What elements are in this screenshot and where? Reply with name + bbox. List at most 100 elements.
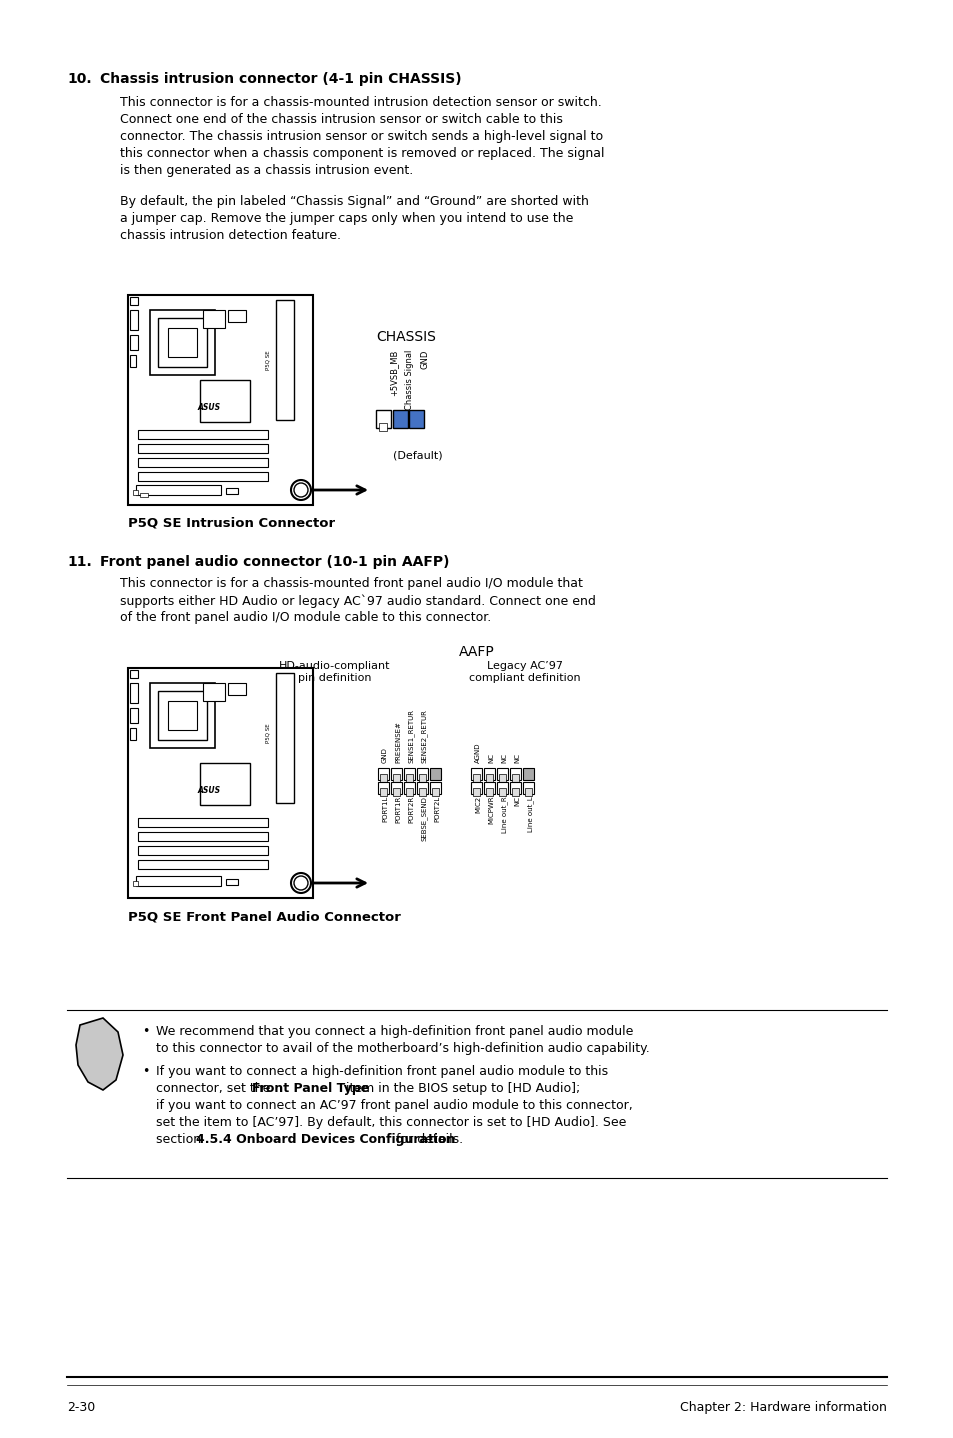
- Text: connector. The chassis intrusion sensor or switch sends a high-level signal to: connector. The chassis intrusion sensor …: [120, 129, 602, 142]
- Text: HD-audio-compliant
pin definition: HD-audio-compliant pin definition: [279, 661, 391, 683]
- Text: Chassis Signal: Chassis Signal: [405, 349, 414, 410]
- Text: supports either HD Audio or legacy AC`97 audio standard. Connect one end: supports either HD Audio or legacy AC`97…: [120, 594, 596, 607]
- Bar: [379, 774, 387, 782]
- Text: Line out_L: Line out_L: [526, 797, 533, 831]
- Bar: [510, 782, 520, 794]
- Text: +5VSB_MB: +5VSB_MB: [389, 349, 397, 397]
- Bar: [168, 328, 196, 357]
- Text: P5Q SE Front Panel Audio Connector: P5Q SE Front Panel Audio Connector: [128, 910, 400, 923]
- Bar: [138, 846, 268, 856]
- Bar: [393, 788, 399, 797]
- Circle shape: [291, 873, 311, 893]
- Text: Front panel audio connector (10-1 pin AAFP): Front panel audio connector (10-1 pin AA…: [100, 555, 449, 569]
- Text: PORT2R: PORT2R: [408, 797, 414, 823]
- Bar: [473, 774, 479, 782]
- Text: this connector when a chassis component is removed or replaced. The signal: this connector when a chassis component …: [120, 147, 604, 160]
- Bar: [158, 692, 207, 741]
- Text: NC: NC: [514, 797, 519, 807]
- Text: PORT1L: PORT1L: [381, 797, 388, 823]
- Text: section: section: [156, 1133, 205, 1146]
- Text: Legacy AC’97
compliant definition: Legacy AC’97 compliant definition: [469, 661, 580, 683]
- Bar: [132, 490, 138, 495]
- Bar: [150, 311, 214, 375]
- Bar: [203, 311, 225, 328]
- Text: We recommend that you connect a high-definition front panel audio module: We recommend that you connect a high-def…: [156, 1025, 633, 1038]
- Bar: [130, 311, 138, 329]
- Text: 4.5.4 Onboard Devices Configuration: 4.5.4 Onboard Devices Configuration: [196, 1133, 456, 1146]
- Text: PRESENSE#: PRESENSE#: [395, 720, 400, 764]
- Bar: [200, 764, 250, 805]
- Bar: [498, 788, 505, 797]
- Text: This connector is for a chassis-mounted front panel audio I/O module that: This connector is for a chassis-mounted …: [120, 577, 582, 590]
- Bar: [522, 782, 534, 794]
- Bar: [483, 768, 495, 779]
- Bar: [485, 788, 493, 797]
- Bar: [377, 768, 389, 779]
- Bar: [498, 774, 505, 782]
- Bar: [430, 768, 440, 779]
- Bar: [226, 487, 237, 495]
- Bar: [497, 782, 507, 794]
- Circle shape: [294, 876, 308, 890]
- Text: Chassis intrusion connector (4-1 pin CHASSIS): Chassis intrusion connector (4-1 pin CHA…: [100, 72, 461, 86]
- Text: NC: NC: [514, 754, 519, 764]
- Text: to this connector to avail of the motherboard’s high-definition audio capability: to this connector to avail of the mother…: [156, 1043, 649, 1055]
- Text: a jumper cap. Remove the jumper caps only when you intend to use the: a jumper cap. Remove the jumper caps onl…: [120, 211, 573, 224]
- Bar: [378, 423, 387, 431]
- Bar: [471, 768, 481, 779]
- Bar: [485, 774, 493, 782]
- Circle shape: [291, 480, 311, 500]
- Bar: [406, 788, 413, 797]
- Bar: [375, 410, 391, 429]
- Bar: [138, 457, 268, 467]
- Text: of the front panel audio I/O module cable to this connector.: of the front panel audio I/O module cabl…: [120, 611, 491, 624]
- Bar: [140, 493, 148, 498]
- Text: CHASSIS: CHASSIS: [375, 329, 436, 344]
- Bar: [228, 683, 246, 695]
- Text: AGND: AGND: [475, 742, 480, 764]
- Text: set the item to [AC’97]. By default, this connector is set to [HD Audio]. See: set the item to [AC’97]. By default, thi…: [156, 1116, 626, 1129]
- Bar: [128, 295, 313, 505]
- Bar: [138, 444, 268, 453]
- Text: P5Q SE Intrusion Connector: P5Q SE Intrusion Connector: [128, 518, 335, 531]
- Bar: [138, 860, 268, 869]
- Text: ASUS: ASUS: [198, 787, 221, 795]
- Text: GND: GND: [381, 748, 388, 764]
- Bar: [512, 788, 518, 797]
- Bar: [379, 788, 387, 797]
- Bar: [132, 881, 138, 886]
- Text: By default, the pin labeled “Chassis Signal” and “Ground” are shorted with: By default, the pin labeled “Chassis Sig…: [120, 196, 588, 209]
- Text: chassis intrusion detection feature.: chassis intrusion detection feature.: [120, 229, 340, 242]
- Text: GND: GND: [420, 349, 430, 370]
- Text: Chapter 2: Hardware information: Chapter 2: Hardware information: [679, 1401, 886, 1414]
- Text: if you want to connect an AC’97 front panel audio module to this connector,: if you want to connect an AC’97 front pa…: [156, 1099, 632, 1112]
- Bar: [403, 782, 415, 794]
- Text: PORT1R: PORT1R: [395, 797, 400, 823]
- Bar: [168, 700, 196, 731]
- Text: (Default): (Default): [393, 452, 442, 462]
- Bar: [128, 669, 313, 897]
- Bar: [138, 430, 268, 439]
- Bar: [158, 318, 207, 367]
- Bar: [473, 788, 479, 797]
- Text: SENSE1_RETUR: SENSE1_RETUR: [408, 709, 415, 764]
- Bar: [497, 768, 507, 779]
- Text: SEBSE_SEND: SEBSE_SEND: [420, 797, 427, 841]
- Text: 2-30: 2-30: [67, 1401, 95, 1414]
- Text: MICPWR: MICPWR: [488, 797, 494, 824]
- Bar: [138, 818, 268, 827]
- Text: NC: NC: [500, 754, 506, 764]
- Bar: [275, 301, 294, 420]
- Text: Front Panel Type: Front Panel Type: [252, 1081, 369, 1094]
- Text: •: •: [142, 1025, 150, 1038]
- Bar: [130, 728, 136, 741]
- Text: NC: NC: [488, 754, 494, 764]
- Bar: [130, 298, 138, 305]
- Bar: [471, 782, 481, 794]
- Text: for details.: for details.: [392, 1133, 463, 1146]
- Bar: [391, 768, 401, 779]
- Bar: [432, 788, 438, 797]
- Text: Line out_R: Line out_R: [500, 797, 507, 833]
- Polygon shape: [76, 1018, 123, 1090]
- Bar: [136, 485, 221, 495]
